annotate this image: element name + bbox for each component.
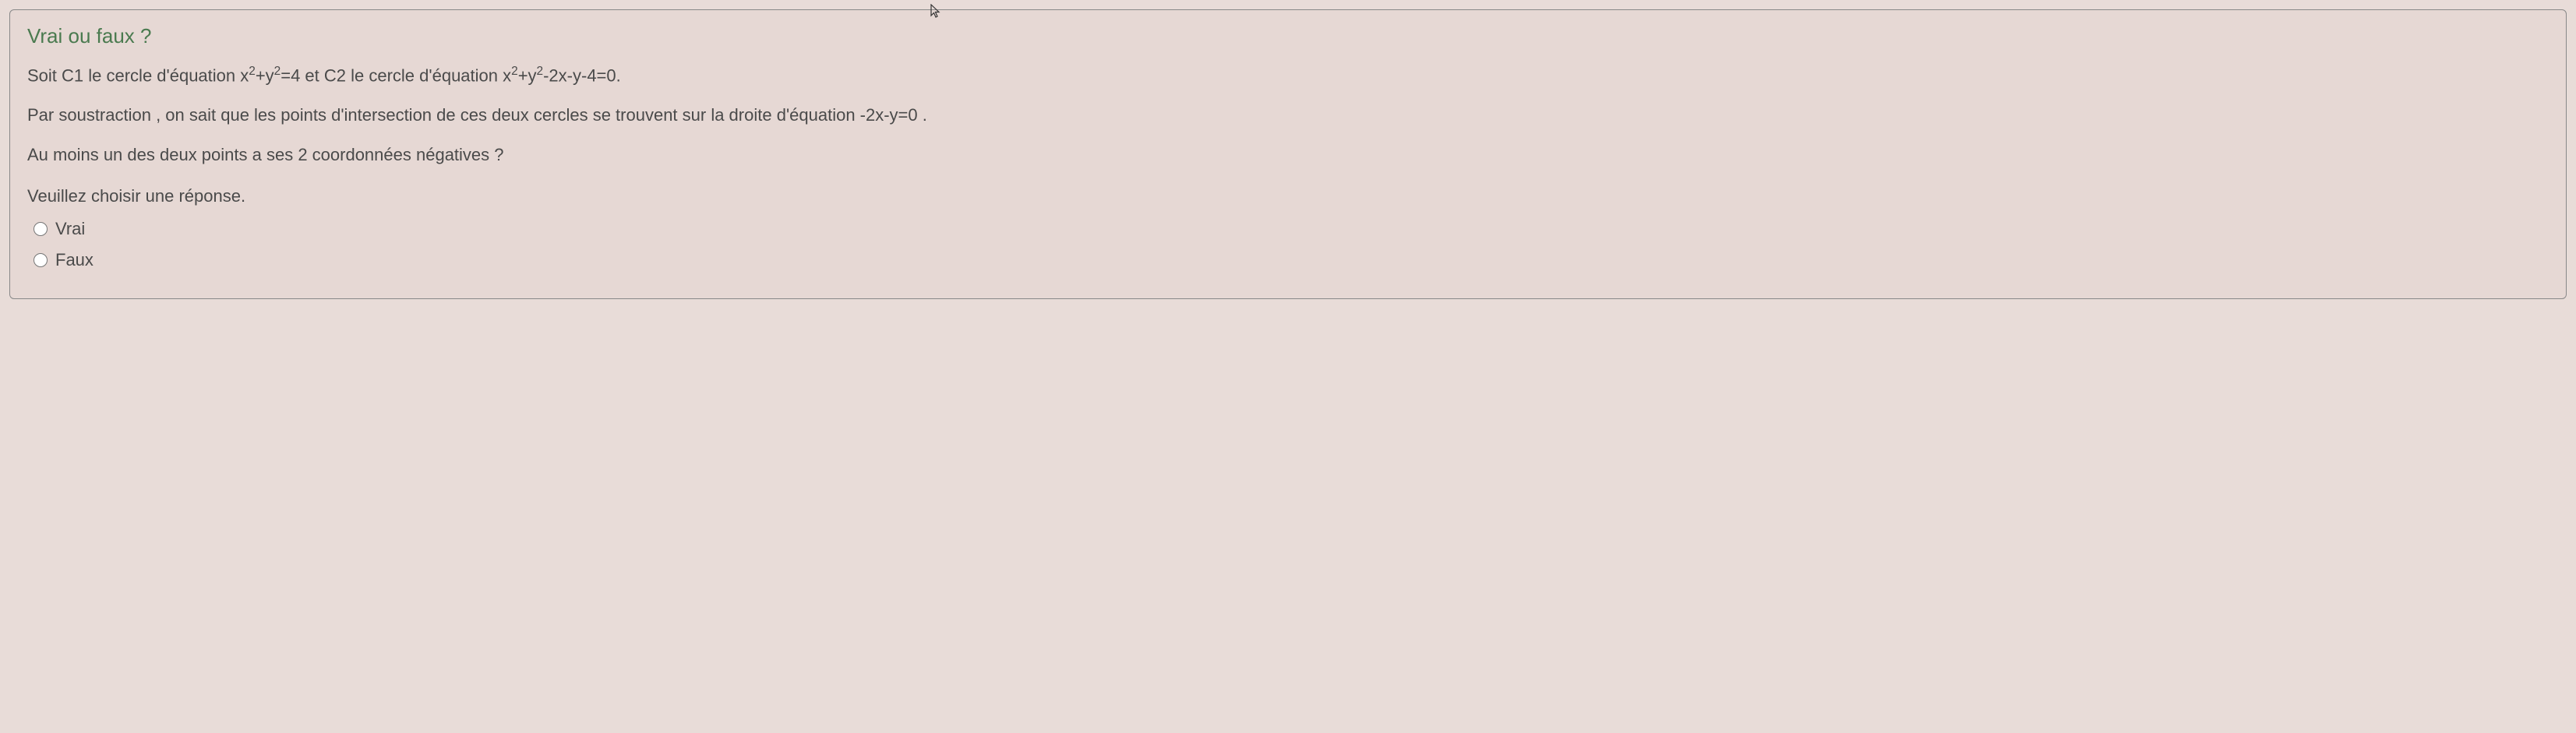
label-vrai[interactable]: Vrai	[55, 219, 85, 239]
label-faux[interactable]: Faux	[55, 250, 94, 270]
superscript: 2	[249, 65, 256, 78]
radio-faux[interactable]	[34, 253, 48, 267]
superscript: 2	[511, 65, 518, 78]
answer-prompt: Veuillez choisir une réponse.	[27, 186, 2549, 206]
options-group: Vrai Faux	[27, 219, 2549, 270]
superscript: 2	[537, 65, 544, 78]
text-fragment: +y	[256, 65, 274, 85]
question-line-1: Soit C1 le cercle d'équation x2+y2=4 et …	[27, 62, 2549, 88]
question-title: Vrai ou faux ?	[27, 24, 2549, 48]
text-fragment: +y	[518, 65, 537, 85]
question-line-2: Par soustraction , on sait que les point…	[27, 102, 2549, 128]
cursor-icon	[930, 4, 943, 23]
option-vrai[interactable]: Vrai	[34, 219, 2549, 239]
option-faux[interactable]: Faux	[34, 250, 2549, 270]
superscript: 2	[274, 65, 281, 78]
question-body: Soit C1 le cercle d'équation x2+y2=4 et …	[27, 62, 2549, 167]
text-fragment: =4 et C2 le cercle d'équation x	[281, 65, 511, 85]
question-container: Vrai ou faux ? Soit C1 le cercle d'équat…	[9, 9, 2567, 299]
text-fragment: -2x-y-4=0.	[543, 65, 621, 85]
radio-vrai[interactable]	[34, 222, 48, 236]
question-line-3: Au moins un des deux points a ses 2 coor…	[27, 142, 2549, 167]
text-fragment: Soit C1 le cercle d'équation x	[27, 65, 249, 85]
